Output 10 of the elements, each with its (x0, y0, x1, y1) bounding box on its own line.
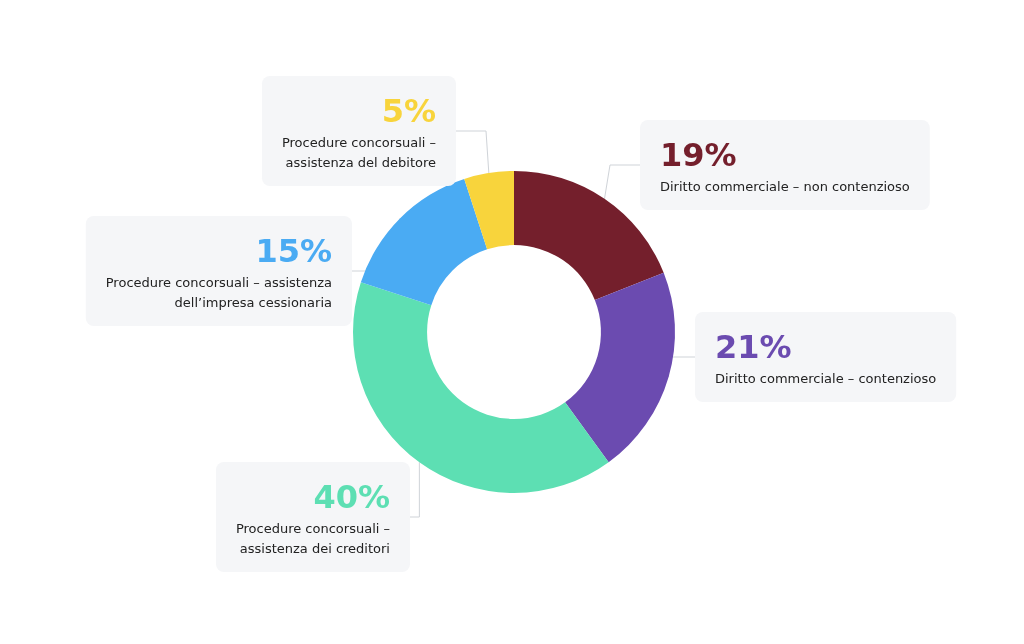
slice-label: Procedure concorsuali – assistenza del debitore (281, 134, 436, 170)
data-label: 40% (313, 478, 390, 516)
slice-label: Diritto commerciale – contenzioso (715, 370, 937, 386)
slice-label: Procedure concorsuali – assistenza dell’impresa cessionaria (105, 274, 332, 310)
data-label: 21% (715, 328, 792, 366)
data-label: 19% (660, 136, 737, 174)
slice-label: Diritto commerciale – non contenzioso (660, 178, 910, 194)
data-label: 15% (255, 232, 332, 270)
data-label: 5% (381, 92, 436, 130)
slice-label: Procedure concorsuali – assistenza dei creditori (235, 520, 390, 556)
